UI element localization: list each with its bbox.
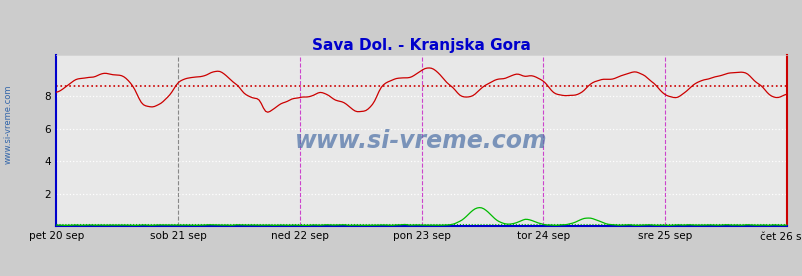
Text: www.si-vreme.com: www.si-vreme.com xyxy=(4,84,13,164)
Text: www.si-vreme.com: www.si-vreme.com xyxy=(295,129,547,153)
Title: Sava Dol. - Kranjska Gora: Sava Dol. - Kranjska Gora xyxy=(312,38,530,53)
